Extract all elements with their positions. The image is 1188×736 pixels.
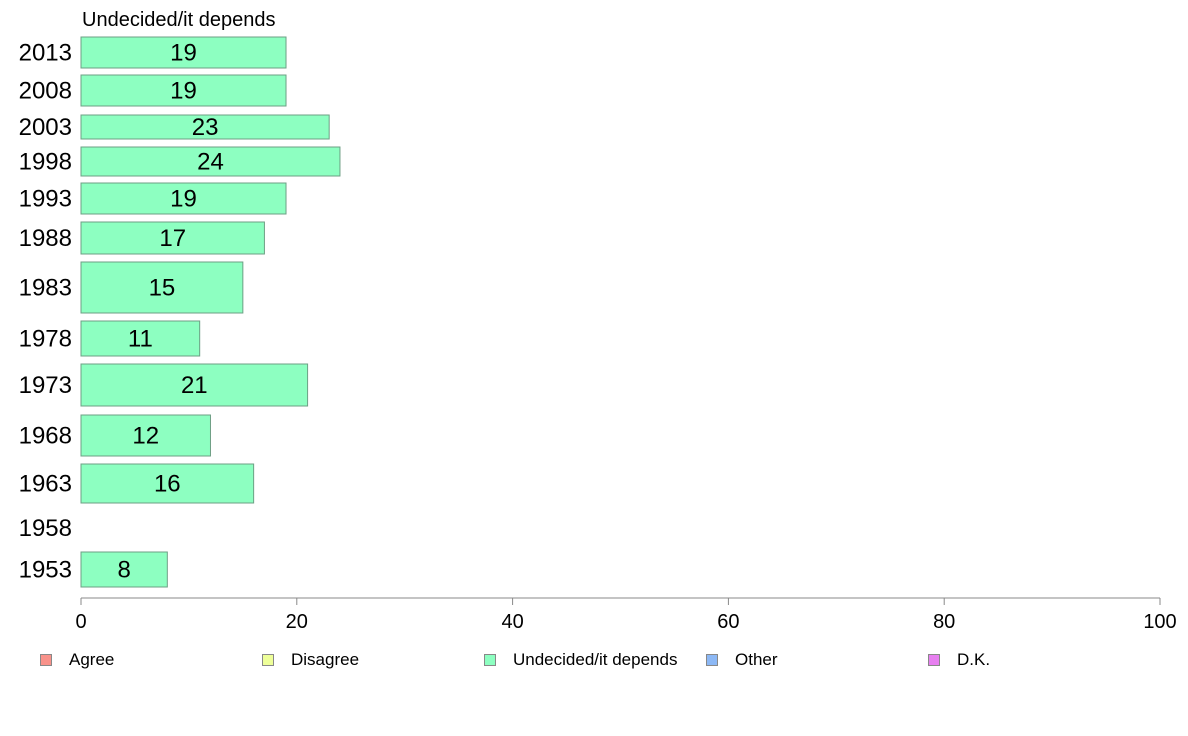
bar-value-label-1968: 12: [132, 423, 159, 450]
chart: Undecided/it depends 1919232419171511211…: [19, 9, 1177, 633]
x-axis-ticks: 0 20 40 60 80 100: [75, 598, 1177, 633]
bar-value-label-2013: 19: [170, 40, 197, 67]
bar-2008: [80, 74, 287, 107]
bar-1998: [80, 146, 341, 177]
bar-value-label-1998: 24: [197, 149, 224, 176]
bar-1993: [80, 182, 287, 215]
year-label-1968: 1968: [19, 423, 72, 450]
bar-2013: [80, 36, 287, 69]
year-label-1953: 1953: [19, 557, 72, 584]
bar-value-label-2008: 19: [170, 78, 197, 105]
x-tick-label-80: 80: [933, 611, 955, 633]
bar-value-label-1983: 15: [149, 275, 176, 302]
year-label-1958: 1958: [19, 515, 72, 542]
legend-label: Disagree: [291, 650, 360, 669]
year-label-1963: 1963: [19, 471, 72, 498]
x-tick-label-0: 0: [75, 611, 86, 633]
legend-label: Undecided/it depends: [513, 650, 678, 669]
bar-1988: [80, 221, 265, 255]
legend-label: Other: [735, 650, 778, 669]
x-tick-label-60: 60: [717, 611, 739, 633]
legend-swatch: [262, 654, 274, 666]
bar-2003: [80, 114, 330, 140]
year-label-1993: 1993: [19, 186, 72, 213]
bar-1973: [80, 363, 309, 407]
legend-swatch: [706, 654, 718, 666]
legend-item-other: Other: [706, 650, 778, 670]
bar-1968: [80, 414, 211, 457]
legend-item-agree: Agree: [40, 650, 114, 670]
bar-1953: [80, 551, 168, 588]
bar-value-label-1963: 16: [154, 471, 181, 498]
x-tick-label-100: 100: [1143, 611, 1176, 633]
legend-swatch: [40, 654, 52, 666]
year-label-1978: 1978: [19, 326, 72, 353]
bar-1978: [80, 320, 201, 357]
legend-label: Agree: [69, 650, 115, 669]
bar-value-label-2003: 23: [192, 114, 219, 141]
bar-value-label-1953: 8: [117, 557, 130, 584]
chart-title: Undecided/it depends: [82, 9, 275, 31]
bar-1963: [80, 463, 255, 504]
year-label-1973: 1973: [19, 372, 72, 399]
x-tick-label-20: 20: [286, 611, 308, 633]
bar-1983: [80, 261, 244, 314]
legend: Agree Disagree Undecided/it depends Other D.…: [0, 650, 1188, 674]
year-label-2003: 2003: [19, 114, 72, 141]
year-label-2008: 2008: [19, 78, 72, 105]
bar-value-label-1988: 17: [159, 225, 186, 252]
legend-item-disagree: Disagree: [262, 650, 359, 670]
bar-value-label-1978: 11: [128, 326, 153, 353]
year-label-1998: 1998: [19, 149, 72, 176]
year-label-1983: 1983: [19, 275, 72, 302]
bar-value-label-1993: 19: [170, 186, 197, 213]
legend-item-d-k-: D.K.: [928, 650, 990, 670]
year-label-2013: 2013: [19, 40, 72, 67]
legend-label: D.K.: [957, 650, 991, 669]
bar-value-label-1973: 21: [181, 372, 208, 399]
legend-swatch: [484, 654, 496, 666]
x-tick-label-40: 40: [501, 611, 523, 633]
legend-item-undecided-it-depends: Undecided/it depends: [484, 650, 677, 670]
year-label-1988: 1988: [19, 225, 72, 252]
legend-swatch: [928, 654, 940, 666]
year-labels: 2013 2008 2003 1998 1993 1988 1983 1978 1973 1968…: [19, 40, 72, 584]
